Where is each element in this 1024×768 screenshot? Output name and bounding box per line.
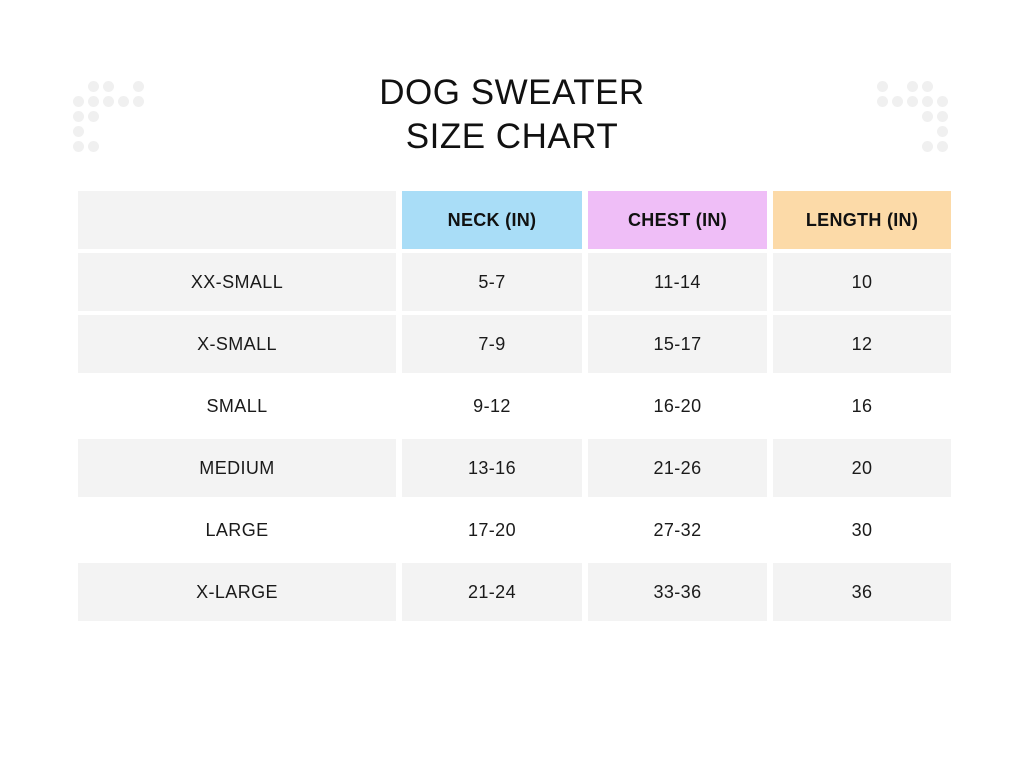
page-title: DOG SWEATER SIZE CHART [0, 71, 1024, 159]
decorative-dot [922, 81, 933, 92]
decorative-dot [88, 81, 99, 92]
length-value-cell: 30 [851, 519, 873, 540]
chest-value-cell: 21-26 [588, 439, 767, 497]
decorative-dot [907, 96, 918, 107]
dot-grid-decoration-right [877, 81, 948, 152]
neck-value-cell: 13-16 [402, 439, 582, 497]
decorative-dot [937, 126, 948, 137]
length-value-cell: 16 [851, 395, 873, 416]
neck-value-cell: 21-24 [402, 563, 582, 621]
length-value-cell: 20 [773, 439, 951, 497]
size-chart-table: NECK (IN) CHEST (IN) LENGTH (IN) XX-SMALL 5-… [78, 191, 951, 621]
decorative-dot [937, 141, 948, 152]
decorative-dot [103, 96, 114, 107]
decorative-dot [922, 141, 933, 152]
decorative-dot [922, 96, 933, 107]
length-value-cell: 10 [773, 253, 951, 311]
chest-value-cell: 11-14 [588, 253, 767, 311]
neck-value-cell: 7-9 [402, 315, 582, 373]
size-label-cell: SMALL [206, 395, 268, 416]
decorative-dot [877, 96, 888, 107]
decorative-dot [73, 96, 84, 107]
size-label-cell: XX-SMALL [78, 253, 396, 311]
chest-value-cell: 15-17 [588, 315, 767, 373]
decorative-dot [892, 96, 903, 107]
decorative-dot [118, 96, 129, 107]
title-line-2: SIZE CHART [405, 117, 619, 156]
chest-value-cell: 16-20 [653, 395, 702, 416]
decorative-dot [937, 111, 948, 122]
decorative-dot [88, 111, 99, 122]
chest-value-cell: 27-32 [653, 519, 702, 540]
decorative-dot [937, 96, 948, 107]
decorative-dot [133, 96, 144, 107]
header-cell-blank [78, 191, 396, 249]
decorative-dot [73, 141, 84, 152]
length-value-cell: 12 [773, 315, 951, 373]
title-line-1: DOG SWEATER [379, 73, 645, 112]
neck-value-cell: 9-12 [473, 395, 511, 416]
size-label-cell: X-LARGE [78, 563, 396, 621]
neck-value-cell: 17-20 [467, 519, 517, 540]
header-cell-chest: CHEST (IN) [588, 191, 767, 249]
neck-value-cell: 5-7 [402, 253, 582, 311]
decorative-dot [73, 126, 84, 137]
length-value-cell: 36 [773, 563, 951, 621]
decorative-dot [103, 81, 114, 92]
decorative-dot [877, 81, 888, 92]
decorative-dot [73, 111, 84, 122]
size-label-cell: LARGE [205, 519, 269, 540]
header-cell-length: LENGTH (IN) [773, 191, 951, 249]
chest-value-cell: 33-36 [588, 563, 767, 621]
size-label-cell: X-SMALL [78, 315, 396, 373]
size-label-cell: MEDIUM [78, 439, 396, 497]
decorative-dot [133, 81, 144, 92]
decorative-dot [88, 141, 99, 152]
decorative-dot [922, 111, 933, 122]
dot-grid-decoration-left [73, 81, 144, 152]
header-cell-neck: NECK (IN) [402, 191, 582, 249]
decorative-dot [907, 81, 918, 92]
decorative-dot [88, 96, 99, 107]
